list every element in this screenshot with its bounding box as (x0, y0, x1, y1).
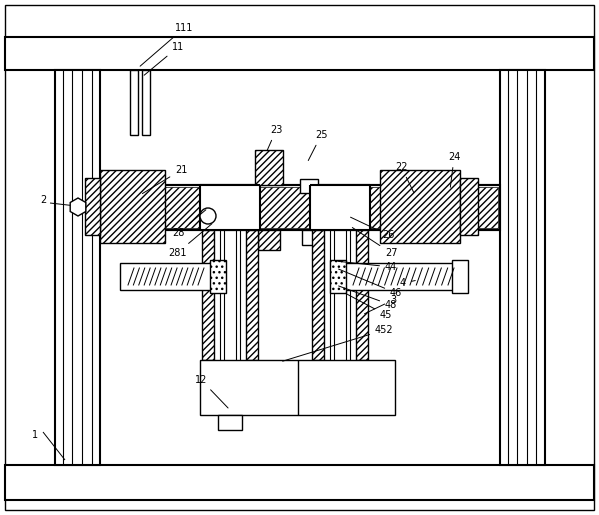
Text: 45: 45 (346, 294, 392, 320)
Text: 28: 28 (172, 210, 206, 238)
Text: 46: 46 (338, 269, 403, 298)
Bar (200, 360, 395, 415)
Text: 12: 12 (195, 375, 228, 408)
Text: 281: 281 (168, 224, 212, 258)
Text: 4: 4 (400, 278, 415, 288)
Bar (500, 70, 545, 465)
Bar (5, 465, 594, 500)
Bar (5, 37, 594, 70)
Text: 22: 22 (395, 162, 414, 193)
Bar (300, 179, 318, 193)
Bar (200, 185, 260, 230)
Text: 26: 26 (350, 217, 394, 240)
Text: 24: 24 (448, 152, 461, 187)
Bar (142, 70, 150, 135)
Bar (302, 230, 316, 245)
Bar (102, 187, 498, 228)
Bar (130, 70, 138, 135)
Bar (202, 230, 214, 360)
Text: 452: 452 (283, 325, 394, 361)
Text: 1: 1 (32, 430, 38, 440)
Bar (356, 230, 368, 360)
Bar (330, 260, 346, 293)
Text: 25: 25 (308, 130, 328, 161)
Text: 111: 111 (140, 23, 193, 66)
Text: 23: 23 (267, 125, 282, 150)
Bar (338, 263, 460, 290)
Bar (210, 260, 226, 293)
Bar (100, 185, 500, 230)
Bar (246, 230, 258, 360)
Text: 11: 11 (144, 42, 184, 75)
Text: 27: 27 (352, 228, 398, 258)
Text: 2: 2 (40, 195, 46, 205)
Bar (218, 415, 242, 430)
Bar (258, 230, 280, 250)
Bar (460, 178, 478, 235)
Bar (452, 260, 468, 293)
Text: 48: 48 (338, 286, 397, 310)
Bar (255, 150, 283, 185)
Bar (312, 230, 324, 360)
Circle shape (200, 208, 216, 224)
Bar (55, 70, 100, 465)
Text: 3: 3 (365, 295, 396, 314)
Bar (380, 170, 460, 243)
Bar (310, 185, 370, 230)
Text: 44: 44 (338, 261, 397, 272)
Bar (85, 178, 100, 235)
Bar (100, 170, 165, 243)
Text: 21: 21 (143, 165, 187, 194)
Bar (120, 263, 218, 290)
